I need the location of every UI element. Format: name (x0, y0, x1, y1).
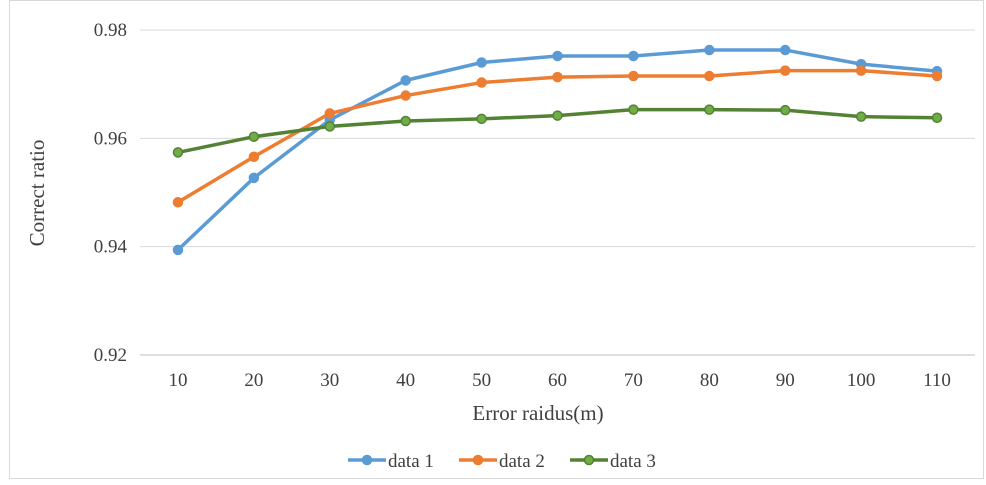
y-tick-label: 0.94 (94, 237, 128, 258)
data-point (172, 147, 184, 158)
x-tick-label: 100 (847, 370, 876, 391)
data-point (400, 90, 411, 101)
series-layer (172, 44, 943, 256)
series-line-2 (176, 68, 939, 204)
x-tick-label: 40 (396, 370, 415, 391)
line-chart: 0.92 0.94 0.96 0.98 10 20 30 40 50 60 70 80 90 100 110… (25, 20, 975, 472)
x-tick-label: 10 (168, 370, 187, 391)
data-point (855, 111, 867, 122)
x-tick-label: 60 (548, 370, 567, 391)
data-point (476, 57, 487, 68)
data-point (779, 44, 791, 56)
y-tick-label: 0.92 (94, 345, 127, 366)
data-point (628, 70, 639, 82)
legend-label: data 3 (610, 451, 656, 472)
legend-label: data 1 (388, 451, 434, 472)
data-point (400, 115, 411, 127)
chart-frame: 0.92 0.94 0.96 0.98 10 20 30 40 50 60 70 80 90 100 110… (9, 0, 984, 479)
data-point (628, 50, 639, 62)
y-axis-title: Correct ratio (25, 140, 49, 247)
data-point (931, 112, 943, 123)
data-point (704, 70, 715, 82)
data-point (931, 70, 943, 82)
x-tick-label: 30 (320, 370, 339, 391)
legend-marker (361, 454, 373, 466)
data-point (855, 65, 867, 76)
axis-layer: 0.92 0.94 0.96 0.98 10 20 30 40 50 60 70 80 90 100 110 (94, 20, 951, 391)
x-tick-label: 20 (244, 370, 263, 391)
data-point (324, 108, 336, 119)
data-point (552, 110, 563, 121)
y-tick-label: 0.98 (94, 20, 127, 41)
data-point (248, 151, 260, 162)
x-tick-label: 110 (923, 370, 951, 391)
data-point (248, 131, 260, 142)
legend-marker (583, 454, 595, 466)
data-point (628, 104, 639, 115)
y-tick-label: 0.96 (94, 128, 127, 149)
x-tick-label: 50 (472, 370, 491, 391)
legend-marker (472, 454, 484, 466)
data-point (400, 75, 411, 86)
data-point (552, 71, 563, 83)
data-point (476, 113, 487, 125)
data-point (704, 44, 715, 56)
legend: data 1 data 2 data 3 (348, 451, 656, 472)
data-point (779, 104, 791, 116)
x-axis-title: Error raidus(m) (472, 401, 603, 425)
data-point (552, 50, 563, 62)
data-point (324, 121, 336, 132)
x-tick-label: 80 (700, 370, 719, 391)
legend-label: data 2 (499, 451, 545, 472)
data-point (779, 65, 791, 76)
data-point (704, 104, 715, 115)
data-point (476, 77, 487, 88)
x-tick-label: 90 (776, 370, 795, 391)
x-tick-label: 70 (624, 370, 643, 391)
data-point (248, 172, 260, 184)
grid-layer (140, 29, 975, 356)
data-point (172, 244, 184, 256)
data-point (172, 197, 184, 208)
